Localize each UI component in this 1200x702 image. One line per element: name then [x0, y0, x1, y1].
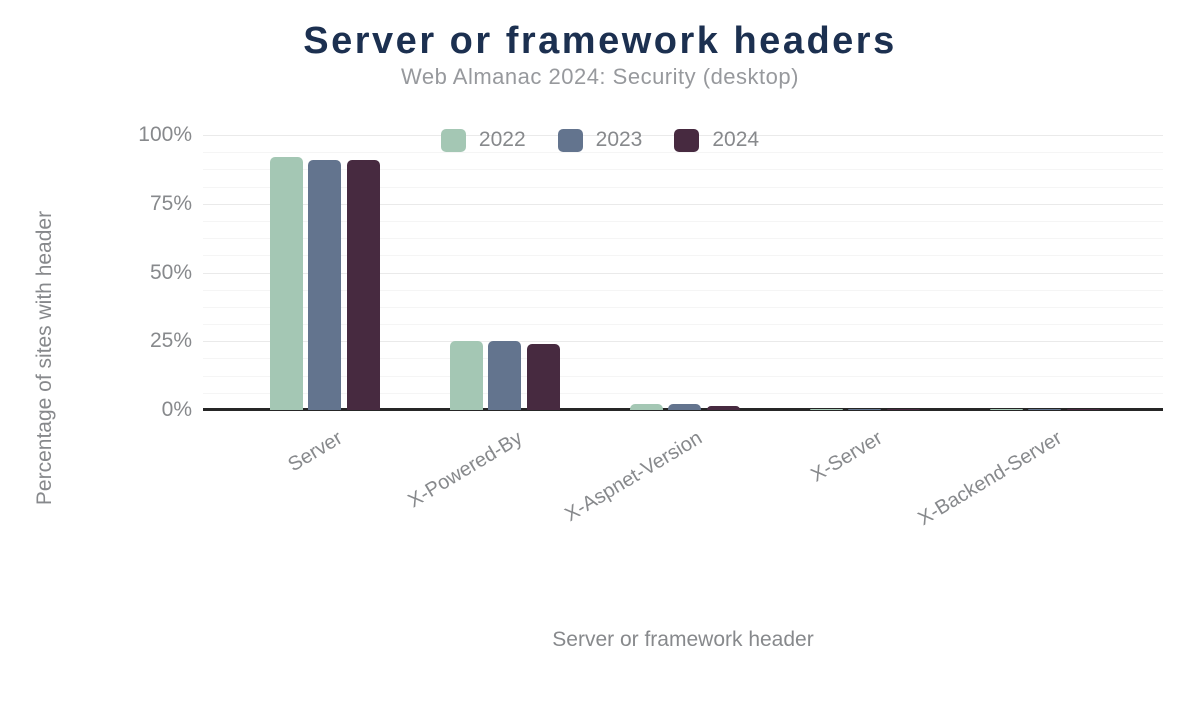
legend-label: 2022 — [478, 128, 526, 151]
bar-2023-X-Server — [848, 408, 881, 410]
y-tick-label: 50% — [149, 260, 192, 284]
minor-gridline — [203, 289, 1163, 291]
y-axis-title: Percentage of sites with header — [33, 210, 56, 506]
legend-swatch-icon — [674, 128, 700, 152]
bar-2024-X-Server — [886, 408, 920, 410]
legend-swatch-icon — [557, 128, 583, 152]
y-tick-label: 75% — [149, 191, 192, 215]
legend: 2022 2023 2024 — [0, 128, 1200, 152]
minor-gridline — [203, 392, 1163, 394]
minor-gridline — [203, 324, 1163, 326]
bar-2022-Server — [269, 157, 303, 410]
chart-title: Server or framework headers — [303, 20, 897, 62]
x-category-label: X-Server — [806, 427, 886, 487]
legend-swatch-icon — [440, 128, 466, 152]
minor-gridline — [203, 358, 1163, 360]
x-category-label: Server — [284, 427, 346, 477]
bar-2022-X-Backend-Server — [989, 408, 1023, 410]
x-category-label: X-Aspnet-Version — [561, 427, 706, 527]
legend-item-2022: 2022 — [440, 128, 526, 152]
legend-label: 2023 — [595, 128, 643, 151]
minor-gridline — [203, 169, 1163, 171]
chart-subtitle: Web Almanac 2024: Security (desktop) — [401, 64, 799, 89]
bar-2023-X-Powered-By — [488, 341, 521, 410]
minor-gridline — [203, 186, 1163, 188]
minor-gridline — [203, 255, 1163, 257]
y-tick-label: 0% — [161, 398, 192, 421]
x-category-label: X-Backend-Server — [914, 427, 1066, 531]
bar-2024-Server — [346, 159, 380, 410]
bar-2024-X-Backend-Server — [1066, 408, 1100, 410]
x-category-label: X-Powered-By — [403, 427, 526, 513]
major-gridline — [203, 272, 1163, 274]
bar-2024-X-Aspnet-Version — [706, 406, 740, 410]
major-gridline — [203, 203, 1163, 205]
major-gridline — [203, 341, 1163, 343]
minor-gridline — [203, 238, 1163, 240]
bar-2022-X-Server — [809, 408, 843, 410]
bar-2023-Server — [308, 159, 341, 410]
y-tick-label: 100% — [138, 123, 192, 146]
y-tick-label: 25% — [149, 329, 192, 353]
minor-gridline — [203, 220, 1163, 222]
bar-2022-X-Powered-By — [449, 341, 483, 410]
legend-item-2023: 2023 — [557, 128, 643, 152]
bar-2023-X-Backend-Server — [1028, 408, 1061, 410]
legend-item-2024: 2024 — [674, 128, 759, 152]
x-axis-title: Server or framework header — [552, 628, 814, 651]
bar-2023-X-Aspnet-Version — [668, 404, 701, 410]
minor-gridline — [203, 152, 1163, 154]
minor-gridline — [203, 375, 1163, 377]
legend-label: 2024 — [712, 128, 760, 151]
bar-2024-X-Powered-By — [526, 344, 560, 410]
minor-gridline — [203, 306, 1163, 308]
bar-2022-X-Aspnet-Version — [629, 403, 663, 410]
